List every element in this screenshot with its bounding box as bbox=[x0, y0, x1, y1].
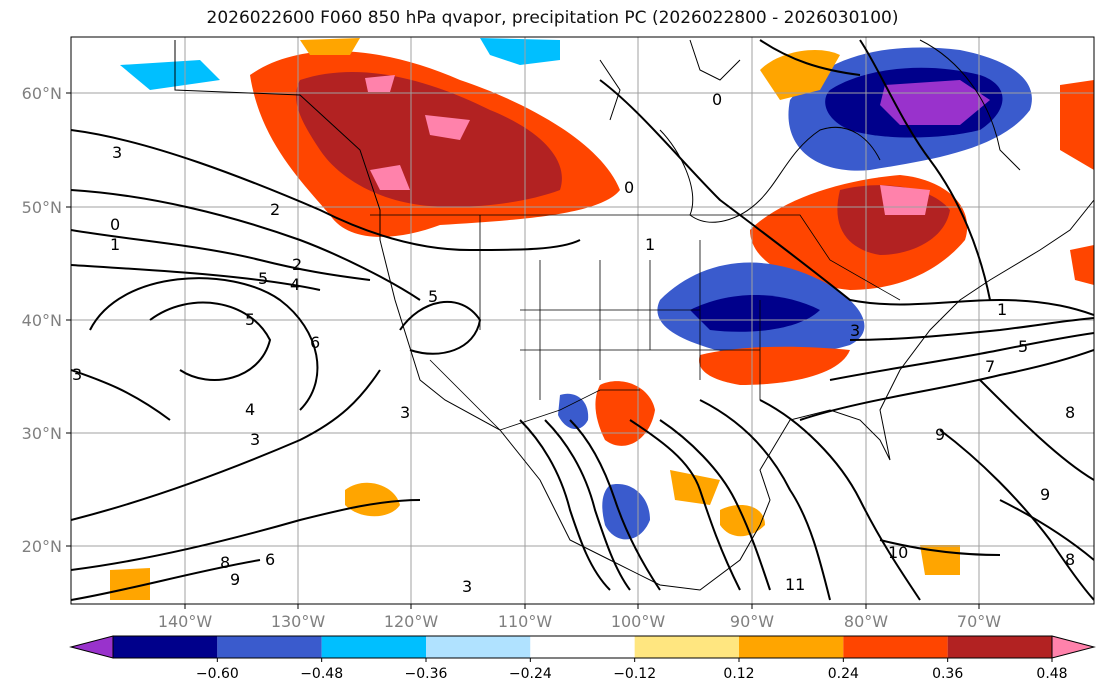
lat-tick-label: 60°N bbox=[22, 84, 62, 103]
colorbar-segment bbox=[843, 636, 948, 658]
contour-label: 3 bbox=[400, 403, 410, 422]
contour-label: 8 bbox=[1065, 550, 1075, 569]
contour-label: 6 bbox=[310, 333, 320, 352]
shade-top-orange bbox=[300, 38, 360, 55]
contour-label: 9 bbox=[1040, 485, 1050, 504]
contour-label: 5 bbox=[258, 269, 268, 288]
colorbar-label: 0.36 bbox=[932, 666, 963, 682]
colorbar-label: −0.24 bbox=[509, 666, 552, 682]
contour-label: 9 bbox=[230, 570, 240, 589]
lon-tick-label: 70°W bbox=[957, 612, 1001, 631]
contour-label: 9 bbox=[935, 425, 945, 444]
colorbar-segment bbox=[947, 636, 1052, 658]
contour-label: 1 bbox=[645, 235, 655, 254]
colorbar-frame bbox=[112, 635, 1053, 659]
shade-right-mid bbox=[1070, 245, 1094, 285]
shade-midwest-inner bbox=[690, 295, 820, 332]
shade-pink-1 bbox=[365, 75, 395, 92]
shade-gulf-band bbox=[699, 346, 850, 385]
lat-tick-label: 40°N bbox=[22, 311, 62, 330]
colorbar-segment bbox=[426, 636, 531, 658]
lon-tick-label: 120°W bbox=[384, 612, 439, 631]
lon-tick-label: 90°W bbox=[730, 612, 774, 631]
contour-label: 2 bbox=[270, 200, 280, 219]
contour-label: 3 bbox=[72, 365, 82, 384]
shade-pacific-orange bbox=[345, 482, 400, 517]
contour-label: 5 bbox=[428, 287, 438, 306]
lon-tick-label: 130°W bbox=[271, 612, 326, 631]
contour-label: 11 bbox=[785, 575, 805, 594]
political-borders bbox=[370, 214, 901, 431]
contour-label: 6 bbox=[265, 550, 275, 569]
figure-title: 2026022600 F060 850 hPa qvapor, precipit… bbox=[206, 8, 899, 28]
contour-label: 0 bbox=[624, 178, 634, 197]
colorbar-segment bbox=[634, 636, 739, 658]
map-content: 3 2 0 1 2 5 4 5 6 3 3 1 0 0 1 5 3 5 7 9 … bbox=[71, 37, 1094, 604]
colorbar-label: 0.24 bbox=[828, 666, 859, 682]
shade-mexico-blue-1 bbox=[558, 393, 589, 430]
contour-label: 3 bbox=[462, 577, 472, 596]
colorbar-segment bbox=[530, 636, 635, 658]
contour-label: 2 bbox=[292, 255, 302, 274]
colorbar: −0.60 −0.48 −0.36 −0.24 −0.12 0.12 0.24 0.36 0.4… bbox=[69, 635, 1096, 682]
shade-top-cyan bbox=[480, 38, 560, 65]
contour-label: 4 bbox=[290, 275, 300, 294]
colorbar-label: −0.48 bbox=[300, 666, 343, 682]
colorbar-segment bbox=[113, 636, 218, 658]
colorbar-label: 0.48 bbox=[1036, 666, 1067, 682]
colorbar-label: −0.12 bbox=[613, 666, 656, 682]
lat-tick-label: 20°N bbox=[22, 537, 62, 556]
shade-pink-3 bbox=[370, 165, 410, 190]
contour-labels: 3 2 0 1 2 5 4 5 6 3 3 1 0 0 1 5 3 5 7 9 … bbox=[72, 90, 1075, 596]
contour-label: 0 bbox=[110, 215, 120, 234]
contour-label: 5 bbox=[1018, 337, 1028, 356]
lon-ticks: 140°W 130°W 120°W 110°W 100°W 90°W 80°W … bbox=[158, 604, 1001, 631]
qvapor-contours bbox=[71, 39, 1094, 601]
shade-great-lakes-pink bbox=[880, 185, 930, 215]
colorbar-extension-low bbox=[69, 635, 114, 659]
contour-label: 4 bbox=[245, 400, 255, 419]
contour-label: 7 bbox=[985, 357, 995, 376]
colorbar-label: −0.60 bbox=[196, 666, 239, 682]
lon-tick-label: 110°W bbox=[498, 612, 553, 631]
contour-label: 1 bbox=[110, 235, 120, 254]
contour-label: 1 bbox=[997, 300, 1007, 319]
shade-hudson-core bbox=[880, 80, 990, 125]
colorbar-segment bbox=[321, 636, 426, 658]
shade-mexico-orange bbox=[670, 470, 720, 505]
colorbar-label: −0.36 bbox=[405, 666, 448, 682]
contour-label: 3 bbox=[850, 321, 860, 340]
shade-ne-pacific-inner bbox=[296, 71, 562, 207]
lon-tick-label: 140°W bbox=[158, 612, 213, 631]
contour-label: 8 bbox=[1065, 403, 1075, 422]
shade-bottom-left-orange bbox=[110, 568, 150, 600]
shade-mexico-red bbox=[595, 381, 655, 446]
lon-tick-label: 100°W bbox=[611, 612, 666, 631]
colorbar-extension-high bbox=[1051, 635, 1096, 659]
colorbar-label: 0.12 bbox=[723, 666, 754, 682]
contour-label: 10 bbox=[888, 543, 908, 562]
shade-yucatan-orange bbox=[720, 505, 765, 537]
shade-right-edge bbox=[1060, 80, 1094, 170]
lon-tick-label: 80°W bbox=[844, 612, 888, 631]
contour-label: 5 bbox=[245, 310, 255, 329]
contour-label: 3 bbox=[112, 143, 122, 162]
contour-label: 3 bbox=[250, 430, 260, 449]
lat-ticks: 60°N 50°N 40°N 30°N 20°N bbox=[22, 84, 71, 556]
lat-tick-label: 30°N bbox=[22, 424, 62, 443]
lat-tick-label: 50°N bbox=[22, 198, 62, 217]
colorbar-segment bbox=[217, 636, 322, 658]
contour-label: 8 bbox=[220, 553, 230, 572]
contour-label: 0 bbox=[712, 90, 722, 109]
shade-pink-2 bbox=[425, 115, 470, 140]
shade-hudson-orange bbox=[760, 50, 840, 100]
shade-left-cyan bbox=[120, 60, 220, 90]
colorbar-segment bbox=[739, 636, 844, 658]
